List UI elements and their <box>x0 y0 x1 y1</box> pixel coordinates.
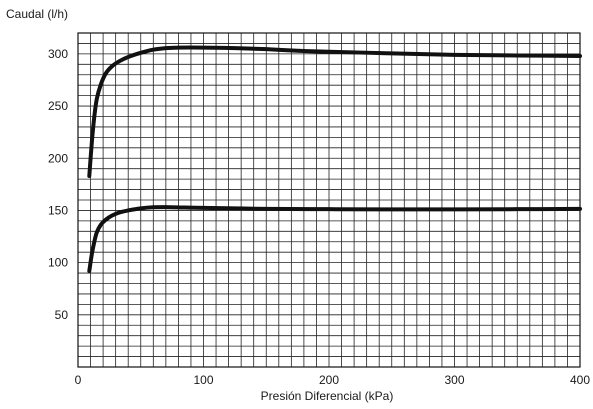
y-tick-label: 200 <box>48 151 68 165</box>
series-line <box>87 205 582 273</box>
y-axis-label: Caudal (l/h) <box>6 7 68 21</box>
y-tick-label: 50 <box>55 308 69 322</box>
y-tick-label: 250 <box>48 99 68 113</box>
x-tick-label: 0 <box>75 373 82 387</box>
series-line <box>87 45 582 178</box>
y-tick-label: 300 <box>48 47 68 61</box>
y-tick-label: 100 <box>48 256 68 270</box>
chart-series <box>87 45 582 273</box>
x-tick-label: 400 <box>570 373 590 387</box>
chart-grid <box>77 32 581 368</box>
chart-ticks: 0 100 200 300 400 50 100 150 200 250 300 <box>48 47 590 387</box>
x-tick-label: 100 <box>193 373 213 387</box>
y-tick-label: 150 <box>48 203 68 217</box>
x-tick-label: 200 <box>319 373 339 387</box>
x-tick-label: 300 <box>444 373 464 387</box>
x-axis-label: Presión Diferencial (kPa) <box>261 389 394 403</box>
plot-frame <box>77 32 581 368</box>
